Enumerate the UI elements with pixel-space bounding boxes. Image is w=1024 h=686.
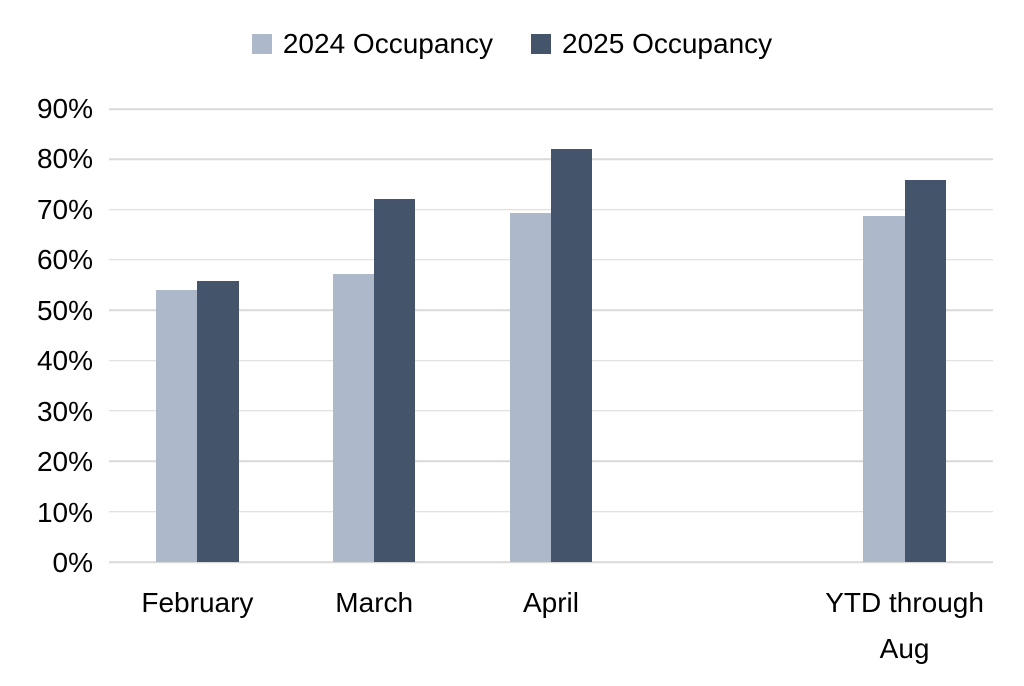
bar-2024-occupancy-february[interactable]: [156, 289, 198, 562]
bar-2024-occupancy-april[interactable]: [509, 213, 551, 562]
bar-2025-occupancy-february[interactable]: [197, 280, 239, 562]
bar-group-blank: [639, 109, 816, 562]
y-tick-label-60: 60%: [36, 244, 93, 276]
legend-swatch-2025-icon: [531, 34, 551, 54]
x-axis-label-march: March: [335, 587, 414, 618]
y-tick-label-30: 30%: [36, 395, 93, 427]
bar-2025-occupancy-march[interactable]: [374, 198, 416, 562]
bar-group-ytd-through-aug: [816, 109, 993, 562]
legend-label-2025: 2025 Occupancy: [562, 28, 773, 59]
x-axis-label-blank: [639, 580, 816, 672]
bar-group-february: [109, 109, 286, 562]
y-tick-label-0: 0%: [52, 546, 93, 578]
bar-2025-occupancy-april[interactable]: [550, 148, 593, 562]
legend-item-2024-occupancy[interactable]: 2024 Occupancy: [251, 28, 493, 60]
bar-2024-occupancy-ytd-through-aug[interactable]: [863, 216, 905, 562]
x-axis-category-labels: February March April YTD through Aug: [109, 580, 993, 672]
bar-2025-occupancy-ytd-through-aug[interactable]: [904, 179, 946, 562]
legend-item-2025-occupancy[interactable]: 2025 Occupancy: [531, 28, 772, 60]
bar-2024-occupancy-march[interactable]: [333, 274, 375, 562]
bar-groups: [109, 109, 993, 562]
y-tick-label-90: 90%: [36, 93, 93, 124]
plot-area: [109, 108, 993, 563]
legend-label-2024: 2024 Occupancy: [282, 28, 493, 59]
legend-swatch-2024-icon: [251, 34, 272, 54]
y-tick-label-20: 20%: [36, 446, 93, 478]
gridline: [109, 108, 993, 110]
y-tick-label-50: 50%: [36, 294, 93, 326]
gridline: [109, 561, 993, 563]
x-axis-label-ytd-through-aug: YTD through Aug: [825, 587, 984, 664]
y-tick-label-80: 80%: [36, 143, 93, 175]
chart-legend: 2024 Occupancy 2025 Occupancy: [0, 28, 1024, 60]
y-tick-label-10: 10%: [36, 496, 93, 528]
bar-group-april: [463, 109, 640, 562]
x-axis-label-february: February: [141, 587, 254, 618]
y-tick-label-70: 70%: [36, 193, 93, 225]
x-axis-label-april: April: [522, 587, 579, 618]
y-axis-tick-labels: 90% 80% 70% 60% 50% 40% 30% 20% 10% 0%: [0, 94, 93, 578]
y-tick-label-40: 40%: [36, 345, 93, 377]
bar-group-march: [286, 109, 463, 562]
